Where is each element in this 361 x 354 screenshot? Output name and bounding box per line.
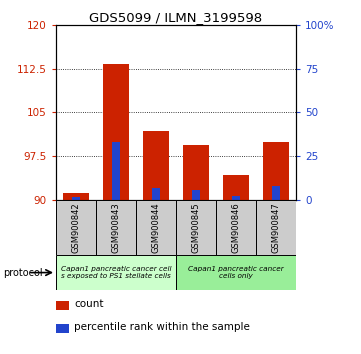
Text: GSM900847: GSM900847 — [271, 202, 280, 253]
Bar — [112, 142, 119, 200]
Bar — [232, 196, 240, 200]
Bar — [263, 142, 289, 200]
Bar — [192, 190, 200, 200]
Bar — [96, 200, 136, 255]
Bar — [63, 193, 89, 200]
Bar — [143, 131, 169, 200]
Bar — [223, 176, 249, 200]
Text: GSM900846: GSM900846 — [231, 202, 240, 253]
Text: GSM900842: GSM900842 — [71, 202, 81, 253]
Bar — [56, 200, 96, 255]
Text: GSM900844: GSM900844 — [152, 202, 161, 253]
Text: GSM900843: GSM900843 — [112, 202, 121, 253]
Text: percentile rank within the sample: percentile rank within the sample — [74, 322, 250, 332]
Bar — [176, 255, 296, 290]
Bar — [103, 64, 129, 200]
Text: Capan1 pancreatic cancer
cells only: Capan1 pancreatic cancer cells only — [188, 266, 284, 279]
Text: protocol: protocol — [4, 268, 43, 278]
Title: GDS5099 / ILMN_3199598: GDS5099 / ILMN_3199598 — [90, 11, 262, 24]
Bar — [56, 301, 69, 310]
Text: GSM900845: GSM900845 — [191, 202, 200, 253]
Bar — [56, 324, 69, 333]
Bar — [272, 186, 280, 200]
Bar — [72, 198, 80, 200]
Bar — [152, 188, 160, 200]
Text: count: count — [74, 299, 104, 309]
Bar — [176, 200, 216, 255]
Bar — [216, 200, 256, 255]
Text: Capan1 pancreatic cancer cell
s exposed to PS1 stellate cells: Capan1 pancreatic cancer cell s exposed … — [61, 266, 171, 279]
Bar — [136, 200, 176, 255]
Bar — [183, 144, 209, 200]
Bar — [256, 200, 296, 255]
Bar — [56, 255, 176, 290]
